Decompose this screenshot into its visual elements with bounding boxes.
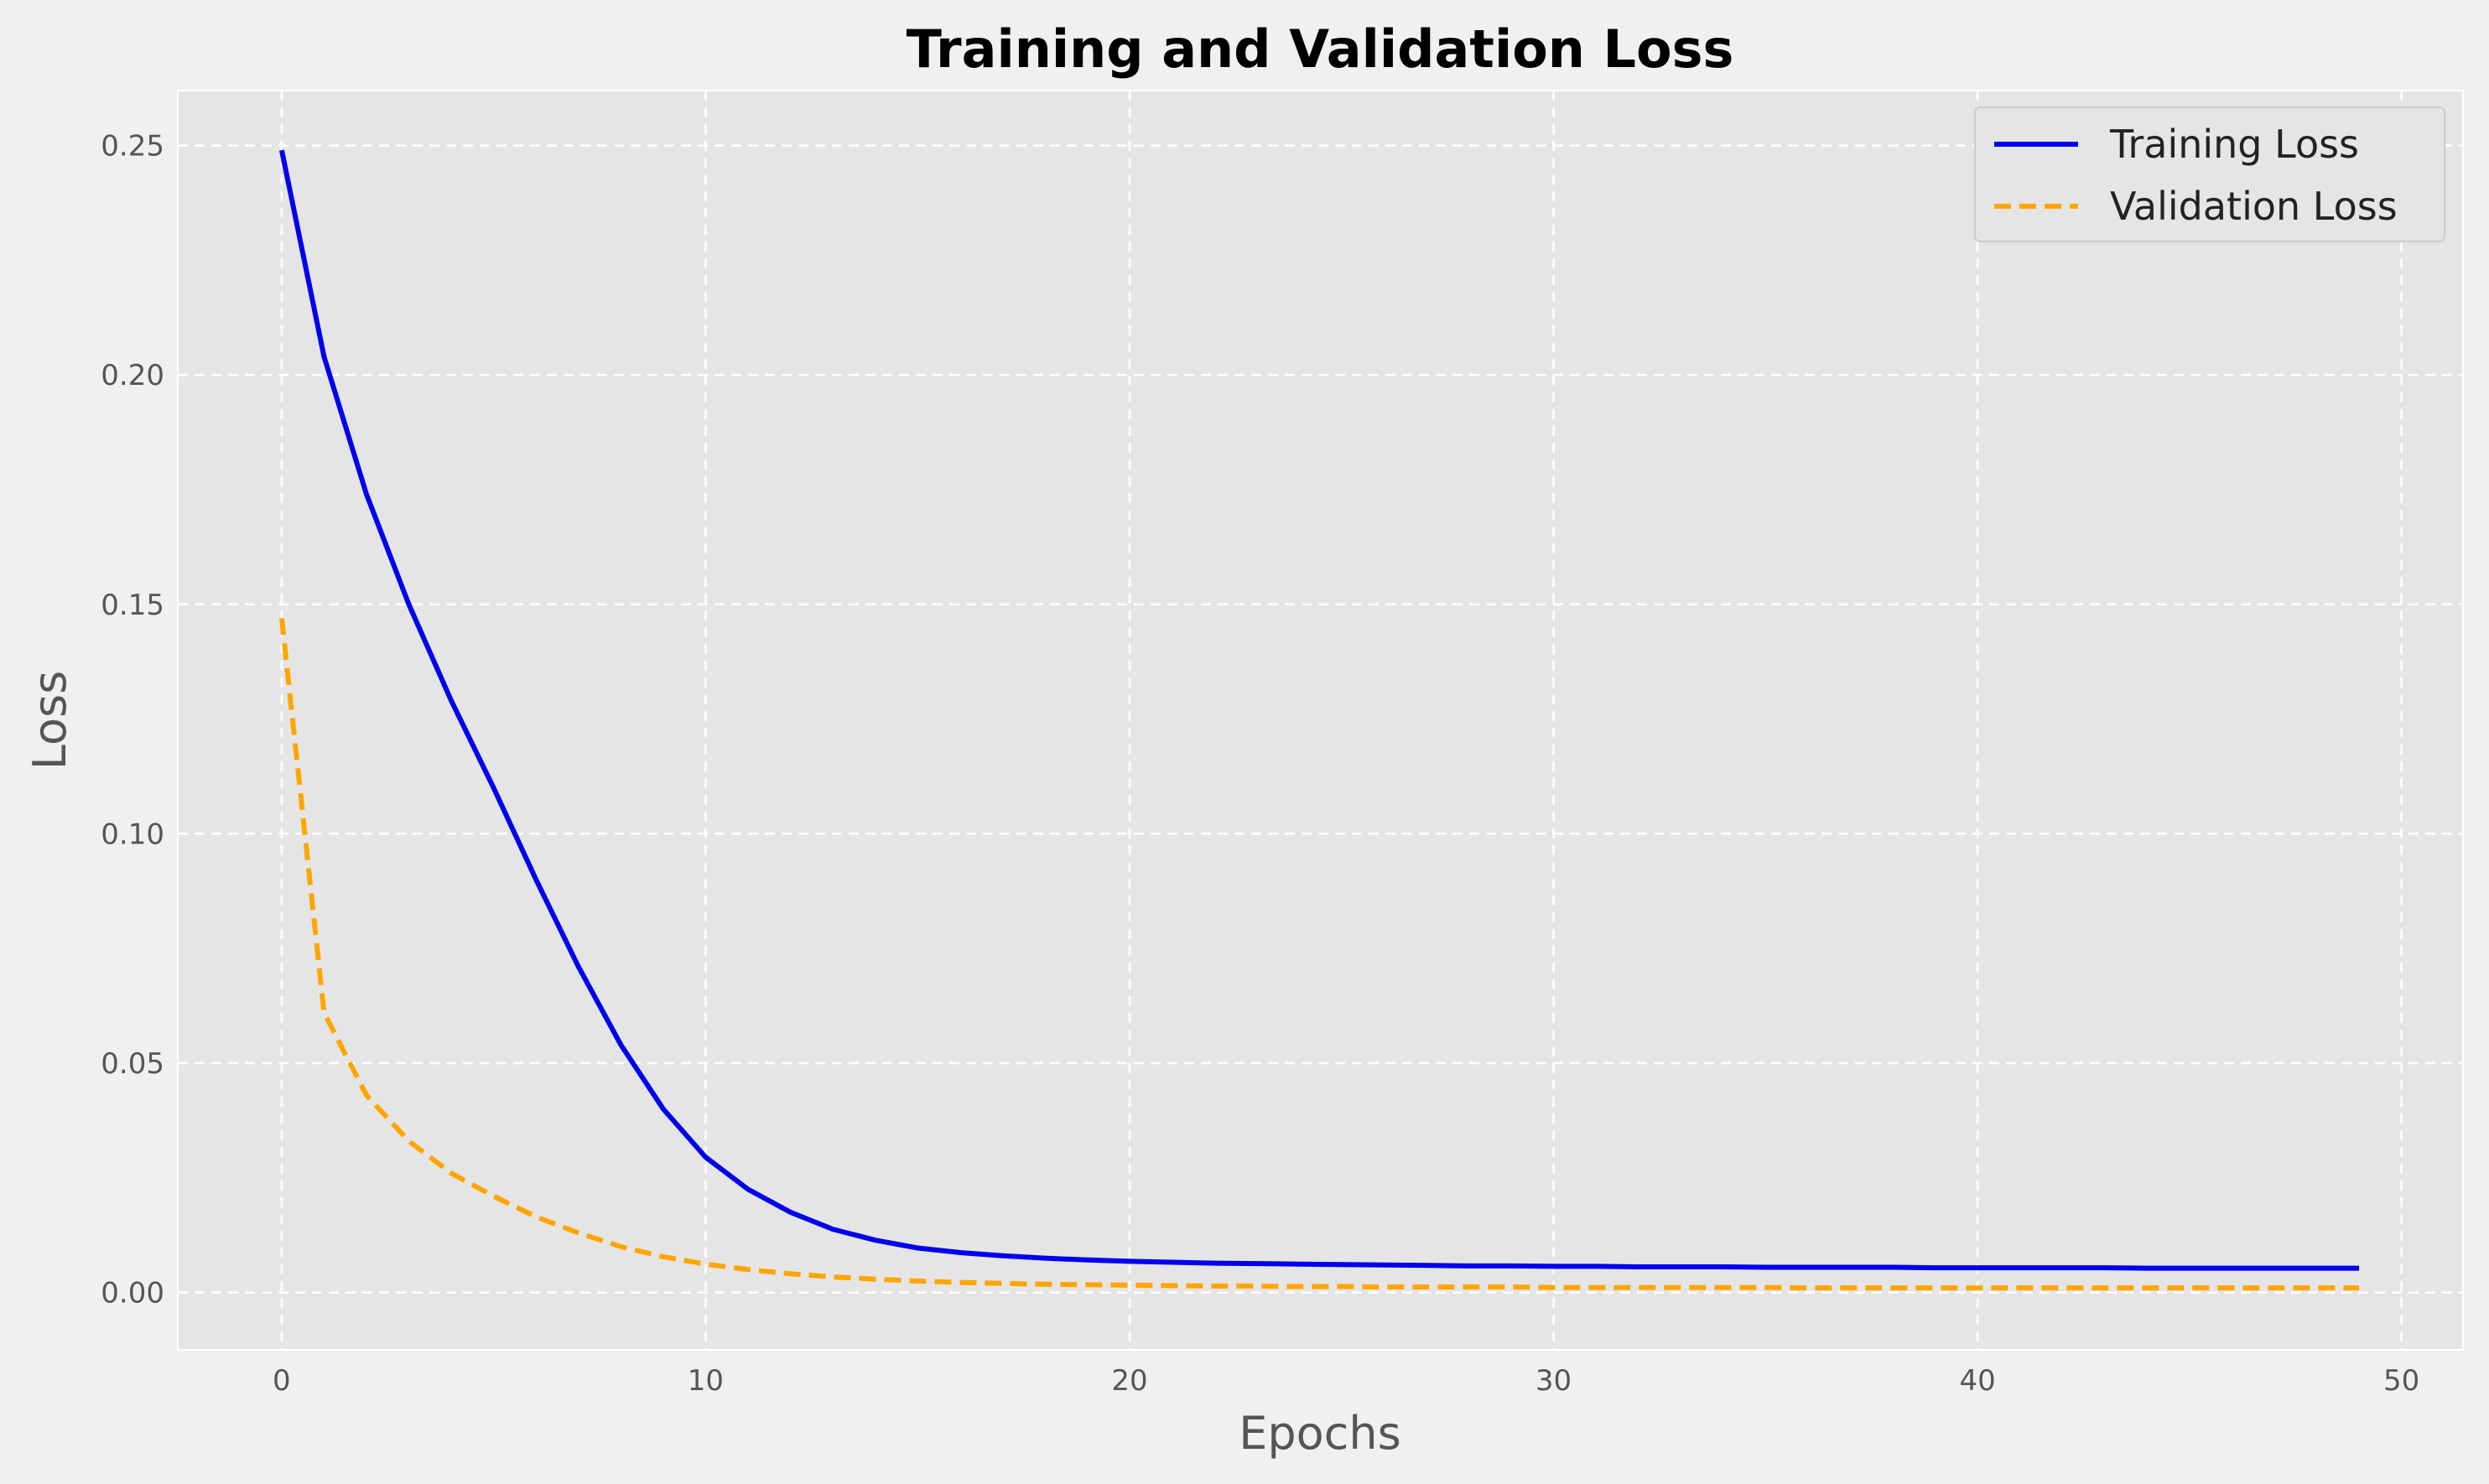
y-axis-label: Loss	[23, 671, 76, 770]
y-tick-label: 0.10	[101, 817, 164, 851]
y-tick-label: 0.25	[101, 130, 164, 163]
y-tick-label: 0.20	[101, 359, 164, 392]
series-lines	[278, 149, 2360, 1291]
legend-label-training-loss: Training Loss	[2109, 122, 2359, 167]
y-tick-label: 0.05	[101, 1047, 164, 1081]
x-tick-label: 40	[1959, 1364, 1995, 1398]
x-tick-label: 10	[688, 1364, 724, 1398]
legend-label-validation-loss: Validation Loss	[2110, 184, 2398, 229]
x-tick-label: 20	[1111, 1364, 1147, 1398]
series-line-training-loss	[278, 149, 2360, 1271]
y-tick-label: 0.15	[101, 589, 164, 622]
x-axis-label: Epochs	[1239, 1407, 1400, 1460]
y-tick-label: 0.00	[101, 1277, 164, 1310]
x-tick-label: 0	[273, 1364, 291, 1398]
legend: Training Loss Validation Loss	[1974, 106, 2445, 242]
plot-area	[177, 90, 2464, 1351]
legend-box	[1974, 106, 2445, 242]
tick-labels: 0 10 20 30 40 50 0.00 0.05 0.10 0.15 0.20 0.25	[101, 130, 2419, 1398]
x-tick-label: 30	[1535, 1364, 1572, 1398]
series-line-validation-loss	[278, 617, 2360, 1291]
x-tick-label: 50	[2383, 1364, 2419, 1398]
chart-title: Training and Validation Loss	[907, 18, 1734, 80]
